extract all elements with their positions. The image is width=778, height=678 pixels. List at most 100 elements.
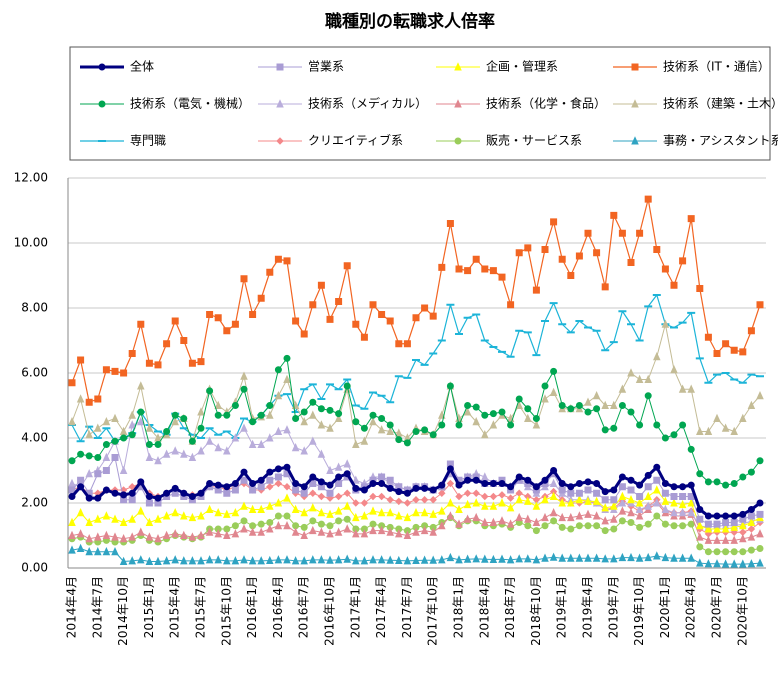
marker	[550, 467, 558, 474]
marker	[188, 512, 197, 522]
marker	[171, 529, 179, 538]
marker	[343, 524, 351, 533]
marker	[498, 273, 506, 281]
marker	[489, 410, 497, 418]
marker	[214, 411, 222, 419]
marker	[85, 469, 93, 478]
x-tick-label: 2015年1月	[142, 576, 156, 638]
y-tick-label: 4.00	[21, 431, 48, 445]
series	[68, 485, 764, 533]
marker	[532, 527, 540, 535]
marker	[730, 426, 738, 435]
marker	[498, 480, 506, 487]
marker	[377, 492, 386, 501]
y-tick-label: 0.00	[21, 561, 48, 575]
marker	[111, 413, 119, 422]
series	[68, 498, 764, 544]
legend-label: 技術系（電気・機械）	[130, 96, 250, 111]
marker	[506, 519, 515, 528]
marker	[386, 426, 394, 435]
marker	[257, 527, 265, 536]
marker	[412, 496, 420, 504]
marker	[610, 400, 618, 409]
marker	[635, 374, 644, 383]
marker	[137, 381, 145, 390]
marker	[197, 489, 205, 497]
marker	[636, 421, 644, 429]
marker	[403, 530, 412, 539]
marker	[128, 350, 136, 357]
marker	[317, 520, 325, 528]
marker	[343, 459, 351, 468]
marker	[300, 489, 308, 497]
marker	[627, 552, 635, 562]
x-tick-label: 2019年10月	[632, 576, 646, 646]
marker	[524, 244, 532, 252]
marker	[438, 481, 446, 489]
marker	[541, 512, 549, 522]
marker	[472, 489, 480, 497]
x-tick-label: 2017年7月	[400, 576, 414, 638]
marker	[550, 367, 558, 375]
marker	[77, 476, 85, 484]
marker	[326, 555, 334, 564]
marker	[343, 382, 351, 390]
marker	[661, 496, 670, 505]
marker	[507, 421, 515, 429]
marker	[438, 421, 446, 429]
marker	[636, 523, 644, 531]
marker	[343, 470, 351, 478]
marker	[369, 555, 377, 564]
marker	[575, 553, 584, 562]
marker	[102, 486, 110, 494]
marker	[171, 446, 179, 455]
marker	[257, 476, 265, 484]
marker	[670, 365, 678, 374]
marker	[670, 483, 678, 491]
marker	[679, 493, 687, 500]
marker	[102, 452, 111, 461]
x-tick-label: 2018年1月	[452, 576, 466, 638]
marker	[128, 532, 136, 541]
marker	[386, 476, 394, 484]
marker	[549, 552, 558, 561]
marker	[661, 319, 670, 328]
x-tick-label: 2014年10月	[116, 576, 130, 646]
marker	[206, 480, 214, 487]
marker	[231, 508, 240, 517]
marker	[188, 452, 197, 461]
marker	[524, 522, 532, 530]
marker	[77, 483, 85, 491]
marker	[214, 529, 222, 538]
marker	[704, 333, 712, 341]
marker	[446, 220, 454, 227]
marker	[481, 501, 489, 510]
marker	[747, 532, 756, 541]
marker	[713, 520, 721, 528]
marker	[636, 493, 644, 500]
marker	[395, 436, 403, 444]
y-tick-label: 12.00	[14, 171, 48, 185]
marker	[180, 556, 188, 565]
marker	[532, 501, 541, 510]
marker	[618, 229, 626, 237]
marker	[231, 433, 240, 442]
marker	[162, 556, 171, 565]
x-tick-label: 2019年4月	[581, 576, 595, 638]
marker	[730, 512, 738, 520]
marker	[644, 501, 652, 510]
marker	[360, 556, 369, 565]
marker	[326, 315, 334, 323]
marker	[498, 408, 506, 416]
marker	[524, 514, 532, 523]
marker	[180, 530, 188, 539]
marker	[231, 522, 239, 530]
marker	[429, 509, 437, 518]
marker	[68, 478, 76, 487]
marker	[420, 555, 429, 564]
marker	[618, 498, 627, 507]
marker	[713, 559, 721, 568]
marker	[137, 527, 145, 536]
y-tick-label: 8.00	[21, 301, 48, 315]
marker	[309, 410, 317, 419]
